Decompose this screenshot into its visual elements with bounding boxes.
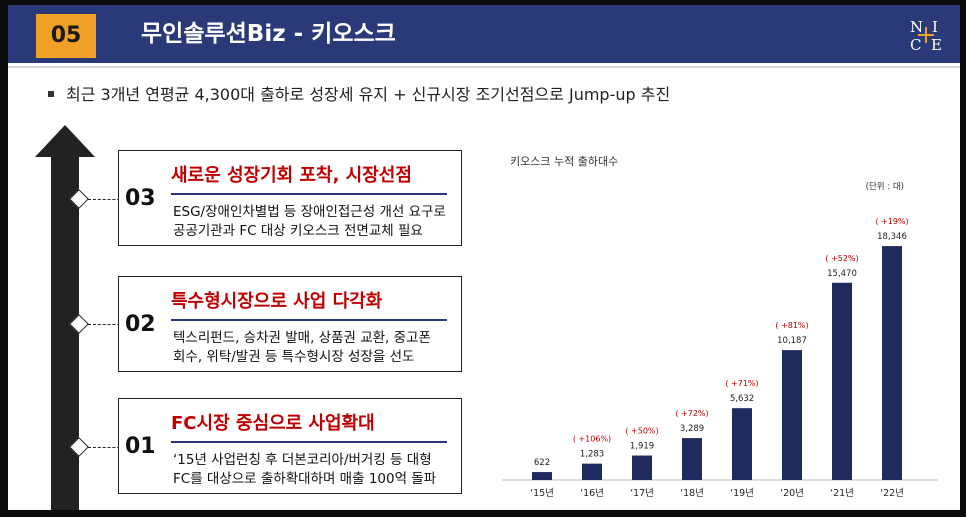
logo-cross-icon <box>918 27 934 43</box>
stage-01-connector <box>88 447 130 448</box>
bar-3 <box>682 438 702 480</box>
value-label-5: 10,187 <box>777 336 807 346</box>
bar-4 <box>732 408 752 480</box>
stage-card-02: 02 특수형시장으로 사업 다각화 텍스리펀드, 승차권 발매, 상품권 교환,… <box>118 276 462 372</box>
stage-underline <box>171 441 447 443</box>
value-label-2: 1,919 <box>630 442 654 452</box>
chart-title: 키오스크 누적 출하대수 <box>510 154 618 168</box>
bar-1 <box>582 463 602 480</box>
tick-label-4: ‘19년 <box>730 488 754 499</box>
tick-label-3: ‘18년 <box>680 488 704 499</box>
growth-arrow-icon <box>35 125 95 510</box>
growth-label-6: ( +52%) <box>825 254 858 263</box>
value-label-6: 15,470 <box>827 269 857 279</box>
stage-number: 02 <box>125 312 156 337</box>
value-label-0: 622 <box>534 458 550 468</box>
bullet-icon <box>48 91 54 97</box>
tick-label-0: ‘15년 <box>530 488 554 499</box>
growth-label-7: ( +19%) <box>875 217 908 226</box>
stage-description: 텍스리펀드, 승차권 발매, 상품권 교환, 중고폰 회수, 위탁/발권 등 특… <box>173 330 431 365</box>
stage-underline <box>171 319 447 321</box>
growth-label-2: ( +50%) <box>625 427 658 436</box>
tick-label-5: ‘20년 <box>780 488 804 499</box>
stage-number: 01 <box>125 434 156 459</box>
stage-title: 특수형시장으로 사업 다각화 <box>171 291 383 312</box>
nice-logo: N I C E <box>904 13 948 57</box>
tick-label-7: ‘22년 <box>880 488 904 499</box>
summary-bullet: 최근 3개년 연평균 4,300대 출하로 성장세 유지 + 신규시장 조기선점… <box>48 83 670 107</box>
stage-title: FC시장 중심으로 사업확대 <box>171 413 375 434</box>
value-label-7: 18,346 <box>877 232 907 242</box>
bar-6 <box>832 282 852 480</box>
value-label-1: 1,283 <box>580 450 604 460</box>
header-bar: 05 무인솔루션Biz - 키오스크 N I C E <box>8 5 960 63</box>
slide-title: 무인솔루션Biz - 키오스크 <box>141 21 396 47</box>
value-label-3: 3,289 <box>680 424 704 434</box>
growth-label-5: ( +81%) <box>775 321 808 330</box>
slide: 05 무인솔루션Biz - 키오스크 N I C E 최근 3개년 연평균 4,… <box>8 5 960 510</box>
stage-description: ‘15년 사업런칭 후 더본코리아/버거킹 등 대형 FC를 대상으로 출하확대… <box>173 452 437 487</box>
value-label-4: 5,632 <box>730 394 754 404</box>
tick-label-6: ‘21년 <box>830 488 854 499</box>
bar-2 <box>632 455 652 480</box>
stage-card-01: 01 FC시장 중심으로 사업확대 ‘15년 사업런칭 후 더본코리아/버거킹 … <box>118 398 462 494</box>
bar-7 <box>882 246 902 480</box>
stage-03-connector <box>88 199 130 200</box>
summary-text: 최근 3개년 연평균 4,300대 출하로 성장세 유지 + 신규시장 조기선점… <box>66 85 671 104</box>
divider <box>8 66 960 68</box>
growth-label-3: ( +72%) <box>675 409 708 418</box>
shipment-bar-chart: 키오스크 누적 출하대수 (단위 : 대) 622 ‘15년 1,283 ( +106… <box>502 154 938 499</box>
growth-label-4: ( +71%) <box>725 379 758 388</box>
stage-title: 새로운 성장기회 포착, 시장선점 <box>171 165 412 186</box>
stage-number: 03 <box>125 186 156 211</box>
section-number: 05 <box>36 14 96 58</box>
growth-label-1: ( +106%) <box>573 435 611 444</box>
tick-label-1: ‘16년 <box>580 488 604 499</box>
stage-card-03: 03 새로운 성장기회 포착, 시장선점 ESG/장애인차별법 등 장애인접근성… <box>118 150 462 246</box>
stage-02-connector <box>88 324 130 325</box>
bar-0 <box>532 472 552 480</box>
stage-underline <box>171 193 447 195</box>
tick-label-2: ‘17년 <box>630 488 654 499</box>
stage-description: ESG/장애인차별법 등 장애인접근성 개선 요구로 공공기관과 FC 대상 키… <box>173 204 446 239</box>
bar-5 <box>782 350 802 480</box>
chart-unit-note: (단위 : 대) <box>866 181 904 192</box>
